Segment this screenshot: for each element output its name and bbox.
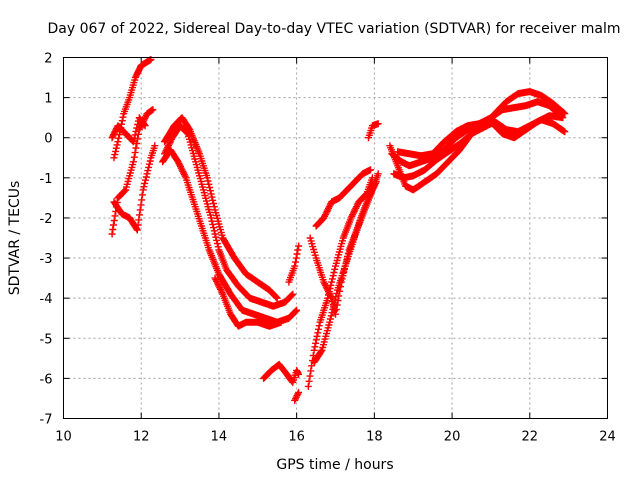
x-tick-label: 14 (211, 430, 228, 445)
series-track-f (161, 114, 281, 302)
x-tick-label: 16 (288, 430, 305, 445)
grid (63, 57, 608, 419)
y-axis-label: SDTVAR / TECUs (7, 181, 23, 296)
data-marker (211, 274, 285, 330)
data-marker (306, 170, 382, 318)
y-tick-label: -4 (40, 292, 53, 307)
series-track-o (312, 166, 374, 230)
y-tick-label: 1 (44, 92, 52, 107)
y-tick-label: -5 (40, 332, 53, 347)
data-marker (161, 114, 281, 302)
x-tick-label: 22 (522, 430, 539, 445)
data-marker (291, 388, 303, 404)
series-track-d (110, 56, 155, 162)
data-marker (312, 166, 374, 230)
y-tick-label: -7 (40, 413, 53, 428)
y-tick-label: -2 (40, 212, 53, 227)
y-tick-label: -6 (40, 372, 53, 387)
x-tick-label: 20 (444, 430, 461, 445)
series-track-j (285, 242, 303, 286)
data-marker (161, 122, 297, 310)
y-tick-label: -3 (40, 252, 53, 267)
data-marker (285, 242, 303, 286)
y-tick-label: 2 (44, 52, 52, 67)
data-marker (365, 120, 382, 142)
y-tick-label: 0 (44, 132, 52, 147)
x-tick-label: 12 (133, 430, 150, 445)
series-track-g (159, 146, 301, 326)
series-track-e (161, 122, 297, 310)
series-track-n (306, 170, 382, 318)
data-points (108, 56, 569, 404)
data-marker (110, 142, 159, 234)
x-tick-label: 10 (55, 430, 72, 445)
series-track-b (110, 142, 159, 234)
x-tick-label: 18 (366, 430, 383, 445)
data-marker (110, 56, 155, 162)
series-track-h (211, 274, 285, 330)
plot-frame (63, 57, 608, 419)
series-track-t (394, 112, 567, 160)
chart-title: Day 067 of 2022, Sidereal Day-to-day VTE… (48, 21, 621, 37)
data-marker (159, 146, 301, 326)
x-tick-label: 24 (599, 430, 616, 445)
y-tick-label: -1 (40, 172, 53, 187)
series-track-i (260, 360, 303, 386)
data-marker (394, 112, 567, 160)
data-marker (260, 360, 303, 386)
series-track-p (365, 120, 382, 142)
x-axis-label: GPS time / hours (276, 457, 393, 473)
series-track-k (291, 388, 303, 404)
